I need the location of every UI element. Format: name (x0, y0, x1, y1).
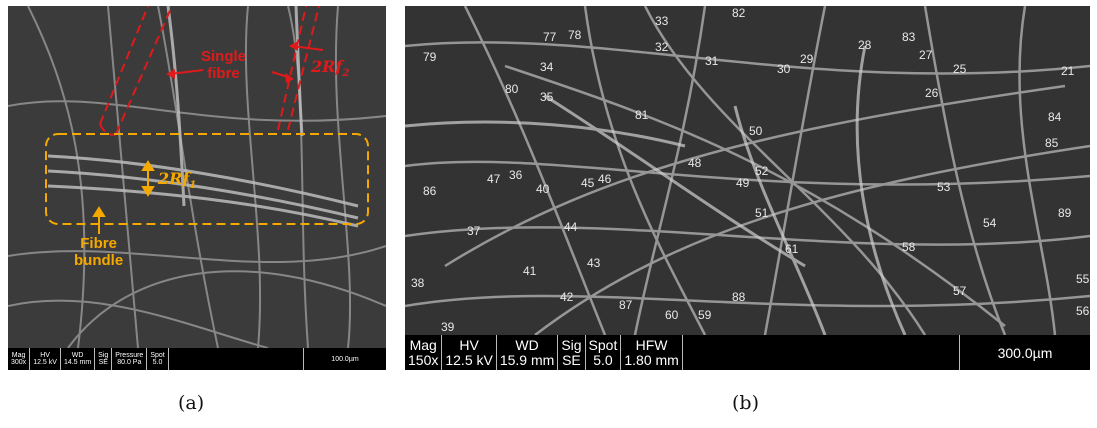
databar-cell: Spot 5.0 (147, 348, 169, 370)
fibre-number: 45 (581, 176, 595, 190)
fibre-number: 48 (688, 156, 702, 170)
fibre-number: 52 (755, 164, 769, 178)
databar-cell: Mag 300x (8, 348, 31, 370)
scale-bar: 100.0µm (303, 348, 386, 370)
fibre-number: 21 (1061, 64, 1075, 78)
fibre-number: 28 (858, 38, 872, 52)
fibre-number: 51 (755, 206, 769, 220)
fibre-number: 42 (560, 290, 574, 304)
fibre-number: 82 (732, 6, 746, 20)
fibre-number: 26 (925, 86, 939, 100)
fibre-number: 86 (423, 184, 437, 198)
fibre-number: 31 (705, 54, 719, 68)
single-fibre-label: Single fibre (201, 48, 247, 82)
fibre-number: 50 (749, 124, 763, 138)
databar-cell: Mag 150x (405, 335, 443, 370)
fibre-network-a (8, 6, 386, 370)
fibre-number: 56 (1076, 304, 1090, 318)
fibre-number: 34 (540, 60, 554, 74)
fibre-number: 78 (568, 28, 582, 42)
fibre-number: 29 (800, 52, 814, 66)
fibre-number: 44 (564, 220, 578, 234)
fibre-number: 83 (902, 30, 916, 44)
fibre-number: 87 (619, 298, 633, 312)
fibre-number: 88 (732, 290, 746, 304)
fibre-number: 61 (785, 242, 799, 256)
fibre-number: 25 (953, 62, 967, 76)
databar-cell: HFW 1.80 mm (621, 335, 683, 370)
fibre-number: 89 (1058, 206, 1072, 220)
fibre-number: 43 (587, 256, 601, 270)
fibre-number: 47 (487, 172, 501, 186)
fibre-number: 79 (423, 50, 437, 64)
databar-cell: Sig SE (558, 335, 586, 370)
caption-b: (b) (732, 392, 759, 414)
scale-bar: 300.0µm (959, 335, 1090, 370)
caption-a: (a) (178, 392, 205, 414)
databar-cell: WD 15.9 mm (497, 335, 559, 370)
fibre-network-b (405, 6, 1090, 370)
fibre-number: 85 (1045, 136, 1059, 150)
databar-cell: Pressure 80.0 Pa (112, 348, 148, 370)
fibre-number: 59 (698, 308, 712, 322)
fibre-number: 49 (736, 176, 750, 190)
fibre-number: 80 (505, 82, 519, 96)
fibre-number: 53 (937, 180, 951, 194)
fibre-number: 32 (655, 40, 669, 54)
fibre-number: 57 (953, 284, 967, 298)
fibre-number: 38 (411, 276, 425, 290)
fibre-number: 54 (983, 216, 997, 230)
fibre-number: 41 (523, 264, 537, 278)
fibre-number: 37 (467, 224, 481, 238)
sem-databar-b: Mag 150x HV 12.5 kV WD 15.9 mm Sig SE Spot 5.… (405, 335, 1090, 370)
sem-image-a: Single fibre 2Rf2 2Rf1 Fibre bundle Mag 3… (8, 6, 386, 370)
rf2-label: 2Rf2 (311, 57, 350, 80)
sem-databar-a: Mag 300x HV 12.5 kV WD 14.5 mm Sig SE Pressu… (8, 348, 386, 370)
fibre-number: 40 (536, 182, 550, 196)
fibre-number: 33 (655, 14, 669, 28)
fibre-number: 84 (1048, 110, 1062, 124)
fibre-number: 58 (902, 240, 916, 254)
sem-image-b: 33 82 77 78 32 79 31 30 29 28 83 27 25 3… (405, 6, 1090, 370)
fibre-number: 77 (543, 30, 557, 44)
fibre-number: 27 (919, 48, 933, 62)
fibre-bundle-label: Fibre bundle (74, 235, 124, 269)
fibre-number: 55 (1076, 272, 1090, 286)
databar-cell: Spot 5.0 (586, 335, 622, 370)
fibre-number: 39 (441, 320, 455, 334)
databar-cell: Sig SE (95, 348, 113, 370)
databar-cell: WD 14.5 mm (61, 348, 96, 370)
rf1-label: 2Rf1 (158, 169, 197, 192)
fibre-number: 36 (509, 168, 523, 182)
fibre-number: 60 (665, 308, 679, 322)
databar-cell: HV 12.5 kV (30, 348, 61, 370)
databar-cell: HV 12.5 kV (442, 335, 497, 370)
fibre-number: 46 (598, 172, 612, 186)
fibre-number: 35 (540, 90, 554, 104)
fibre-number: 30 (777, 62, 791, 76)
fibre-number: 81 (635, 108, 649, 122)
